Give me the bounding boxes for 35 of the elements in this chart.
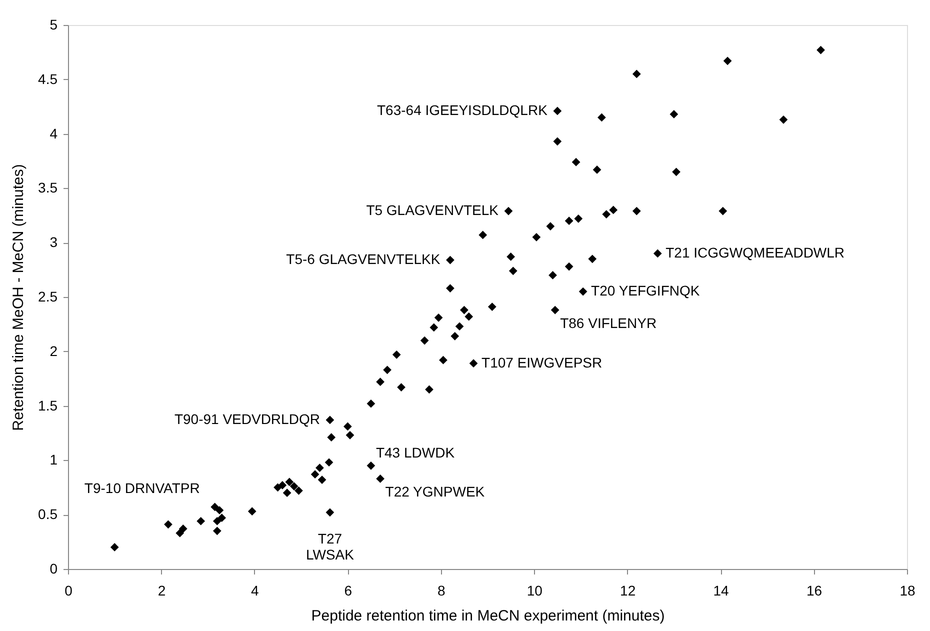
annotation: T86 VIFLENYR	[560, 315, 657, 332]
x-tick-label: 2	[158, 582, 166, 598]
x-tick-label: 16	[806, 582, 822, 598]
y-tick-label: 2.5	[38, 288, 58, 304]
y-tick-label: 4.5	[38, 70, 58, 87]
annotation: T27 LWSAK	[306, 530, 355, 562]
annotation: T107 EIWGVEPSR	[482, 354, 602, 370]
annotation: T5-6 GLAGVENVTELKK	[286, 251, 441, 268]
y-tick-label: 4	[50, 125, 58, 142]
y-tick-label: 3	[50, 234, 58, 250]
x-tick-label: 6	[344, 582, 352, 598]
x-tick-label: 14	[713, 582, 730, 598]
annotation: T90-91 VEDVDRLDQR	[174, 410, 320, 427]
x-tick-label: 18	[900, 582, 916, 598]
annotation: T21 ICGGWQMEEADDWLR	[666, 244, 845, 260]
y-tick-label: 2	[50, 342, 58, 359]
y-axis-title: Retention time MeOH - MeCN (minutes)	[10, 164, 28, 431]
x-tick-label: 10	[526, 582, 543, 598]
x-tick-label: 0	[64, 582, 73, 598]
annotation: T63-64 IGEEYISDLDQLRK	[377, 102, 548, 118]
x-tick-label: 8	[437, 582, 446, 598]
y-tick-label: 1.5	[38, 397, 58, 414]
y-tick-label: 1	[50, 452, 58, 468]
x-axis-title: Peptide retention time in MeCN experiment (minutes)	[311, 608, 665, 624]
annotation: T5 GLAGVENVTELK	[366, 202, 500, 218]
annotation: T20 YEFGIFNQK	[591, 282, 700, 299]
y-tick-label: 0	[50, 560, 58, 576]
annotation: T22 YGNPWEK	[385, 484, 486, 500]
x-tick-label: 12	[620, 582, 636, 598]
y-tick-label: 3.5	[38, 180, 58, 196]
annotation: T9-10 DRNVATPR	[84, 480, 200, 496]
y-tick-label: 5	[50, 16, 58, 32]
annotation: T43 LDWDK	[376, 444, 456, 461]
x-tick-label: 4	[251, 582, 260, 598]
y-tick-label: 0.5	[38, 506, 58, 522]
